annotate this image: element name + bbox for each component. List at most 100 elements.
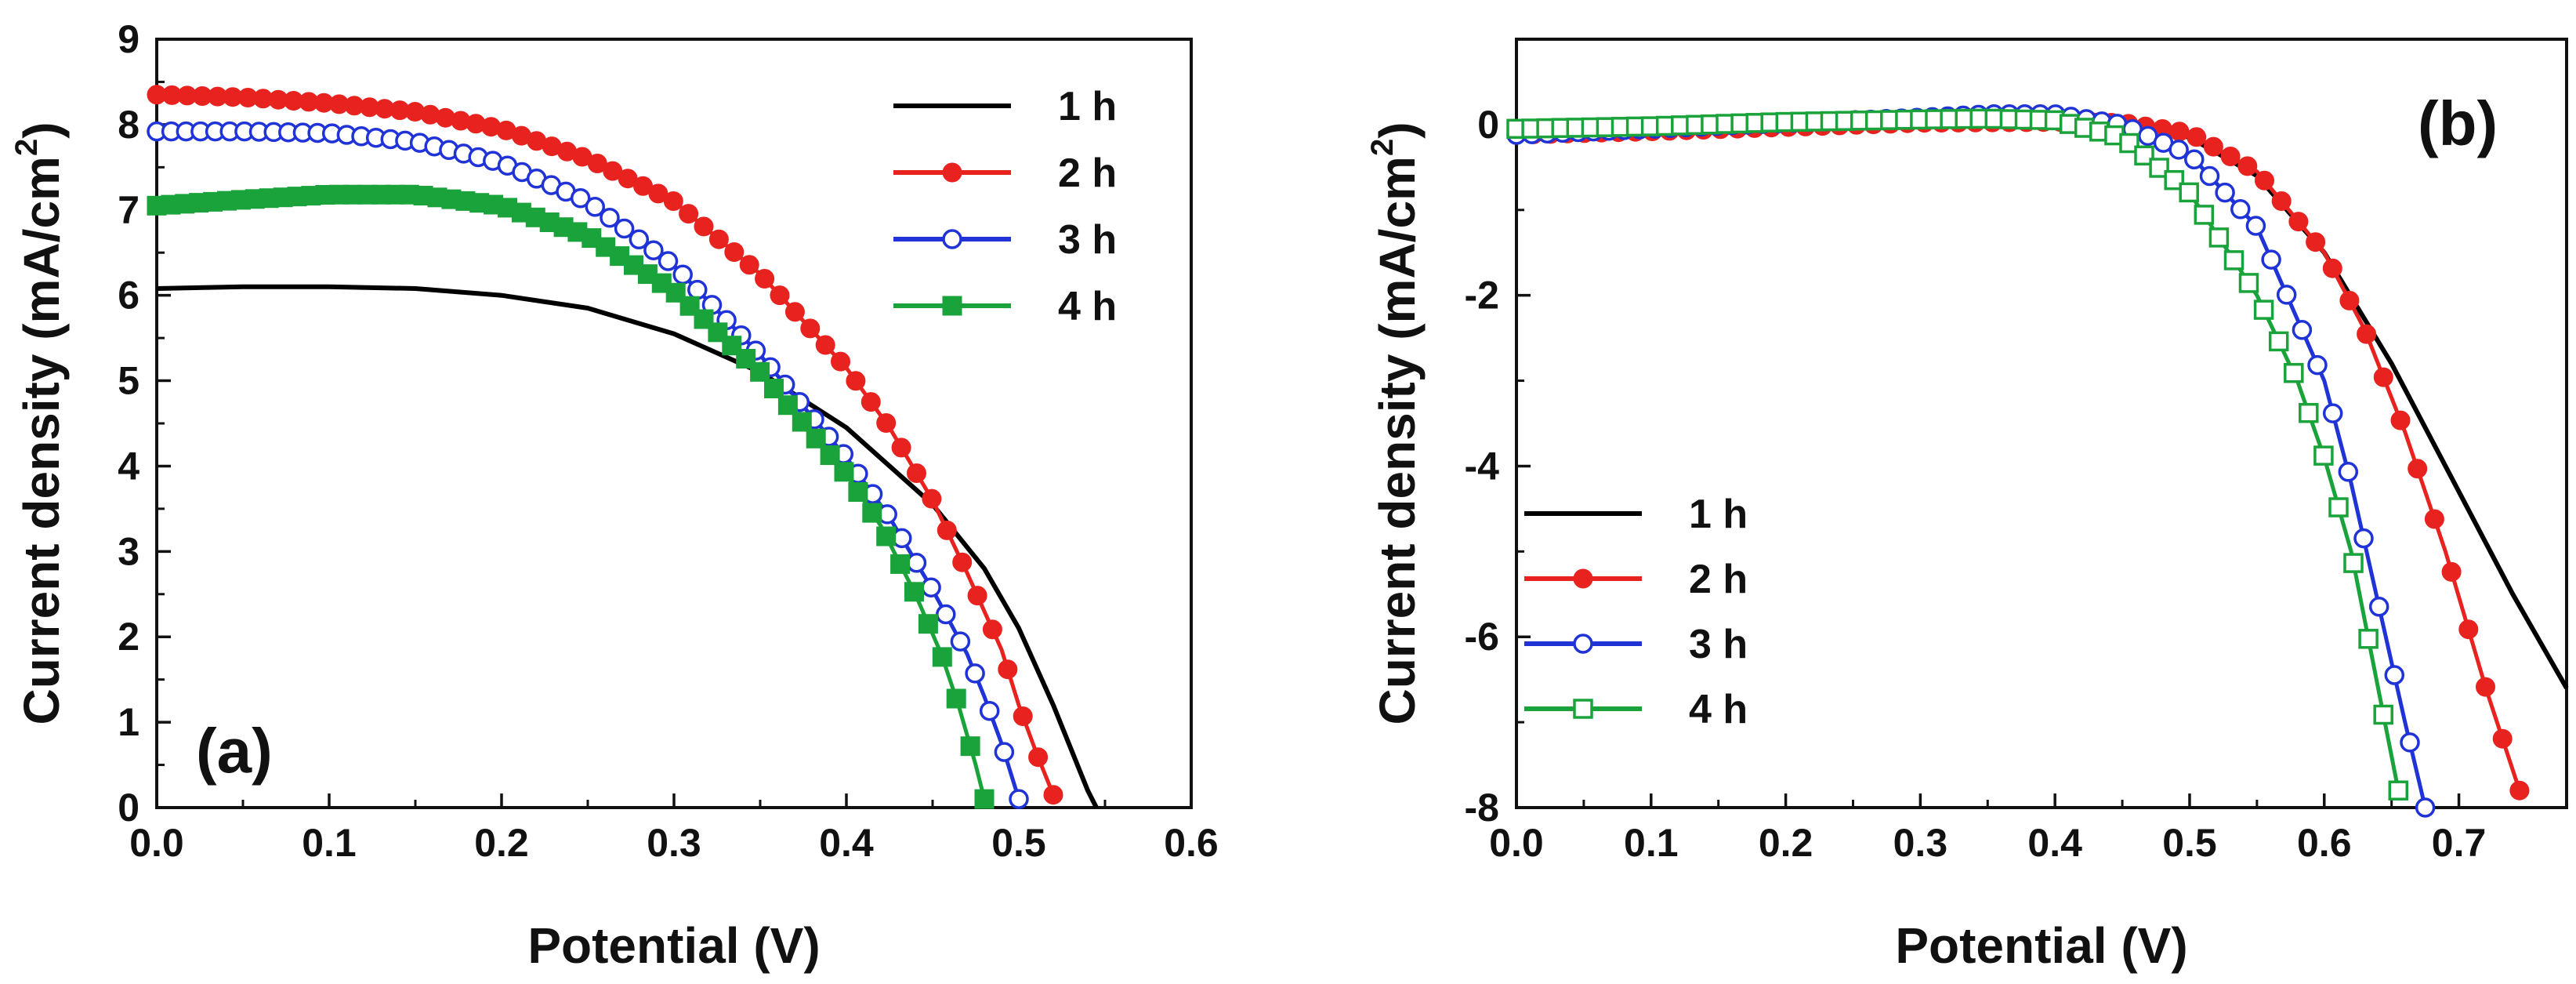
- x-tick-label: 0.7: [2432, 821, 2487, 865]
- data-point: [979, 700, 1000, 721]
- x-tick-label: 0.1: [302, 821, 357, 865]
- data-point: [603, 161, 623, 181]
- data-point: [998, 659, 1018, 680]
- x-tick-label: 0.5: [991, 821, 1046, 865]
- y-tick-label: 6: [118, 274, 139, 318]
- y-tick-label: 0: [118, 786, 139, 830]
- data-point: [982, 619, 1002, 640]
- y-axis-title: Current density (mA/cm2): [1365, 122, 1426, 724]
- data-point: [2408, 459, 2428, 479]
- data-point: [2208, 227, 2230, 248]
- plot-frame: [1515, 38, 2568, 809]
- data-point: [2384, 665, 2405, 685]
- data-point: [764, 379, 784, 398]
- data-point: [770, 285, 790, 306]
- series-line: [1516, 120, 2522, 791]
- x-axis-title: Potential (V): [527, 917, 820, 974]
- legend-label: 1 h: [1058, 84, 1117, 129]
- data-point: [2187, 127, 2207, 147]
- x-tick-label: 0.0: [129, 821, 184, 865]
- data-point: [2307, 354, 2328, 376]
- data-point: [570, 187, 591, 209]
- data-point: [2276, 285, 2297, 305]
- data-point: [918, 614, 938, 634]
- y-tick-label: 8: [118, 103, 139, 147]
- data-point: [932, 647, 952, 667]
- data-point: [2509, 780, 2530, 801]
- data-point: [965, 663, 985, 684]
- x-tick-label: 0.3: [647, 821, 701, 865]
- x-tick-label: 0.1: [1624, 821, 1679, 865]
- data-point: [994, 742, 1015, 762]
- data-point: [876, 526, 897, 546]
- data-point: [952, 552, 973, 572]
- data-point: [950, 631, 971, 652]
- data-point: [1009, 789, 1029, 809]
- x-tick-label: 0.5: [2162, 821, 2217, 865]
- y-tick-label: -4: [1465, 444, 1500, 488]
- data-point: [2299, 402, 2319, 423]
- data-point: [2255, 170, 2274, 191]
- data-point: [643, 240, 664, 260]
- data-point: [2203, 136, 2223, 157]
- data-point: [1043, 785, 1063, 805]
- data-point: [806, 428, 826, 448]
- data-point: [2288, 212, 2309, 232]
- data-point: [724, 242, 745, 262]
- data-point: [648, 183, 668, 204]
- data-point: [2134, 145, 2154, 166]
- legend-label: 2 h: [1689, 557, 1748, 602]
- axis-ticks: 0.0 0.1 0.2 0.3 0.4 0.5 0.6 0 1 2 3 4 5 6 7 8 9: [118, 17, 1219, 865]
- data-point: [2441, 561, 2462, 582]
- data-point: [2343, 553, 2364, 573]
- data-point: [2184, 149, 2205, 170]
- data-point: [777, 395, 798, 416]
- data-point: [2313, 445, 2334, 466]
- data-point: [906, 553, 927, 573]
- data-point: [600, 207, 620, 228]
- data-point: [2220, 147, 2241, 166]
- y-tick-label: -2: [1465, 274, 1499, 318]
- data-point: [2492, 728, 2513, 749]
- data-point: [2339, 290, 2360, 310]
- y-tick-label: 9: [118, 17, 139, 61]
- legend-label: 3 h: [1058, 217, 1117, 263]
- legend-label: 3 h: [1689, 622, 1748, 667]
- series-line: [1516, 116, 2400, 791]
- data-point: [890, 554, 911, 574]
- data-point: [2476, 677, 2495, 697]
- data-point: [585, 197, 606, 217]
- data-point: [937, 520, 957, 540]
- data-point: [936, 604, 956, 625]
- data-point: [663, 191, 683, 211]
- data-point: [834, 462, 854, 482]
- data-point: [792, 412, 812, 432]
- legend-label: 1 h: [1689, 492, 1748, 537]
- y-axis-title: Current density (mA/cm2): [9, 122, 70, 724]
- data-point: [679, 204, 699, 224]
- data-point: [2306, 232, 2326, 252]
- data-point: [922, 488, 942, 509]
- data-point: [618, 169, 638, 189]
- data-point: [891, 438, 911, 458]
- data-point: [2388, 780, 2409, 801]
- data-point: [2149, 158, 2169, 178]
- legend-label: 4 h: [1058, 284, 1117, 329]
- x-tick-label: 0.4: [2027, 821, 2082, 865]
- data-point: [831, 351, 850, 372]
- data-point: [907, 463, 926, 483]
- data-point: [848, 482, 868, 502]
- data-point: [846, 371, 866, 391]
- x-tick-label: 0.0: [1489, 821, 1544, 865]
- data-point: [2119, 133, 2139, 154]
- data-point: [2271, 191, 2292, 211]
- x-tick-label: 0.2: [474, 821, 529, 865]
- data-point: [2415, 797, 2436, 818]
- legend: 1 h 2 h 3 h 4 h: [893, 84, 1117, 329]
- data-point: [2284, 362, 2304, 383]
- panel-label: (b): [2418, 89, 2498, 158]
- data-point: [658, 251, 679, 271]
- y-tick-label: 5: [118, 359, 139, 403]
- data-point: [2390, 410, 2411, 430]
